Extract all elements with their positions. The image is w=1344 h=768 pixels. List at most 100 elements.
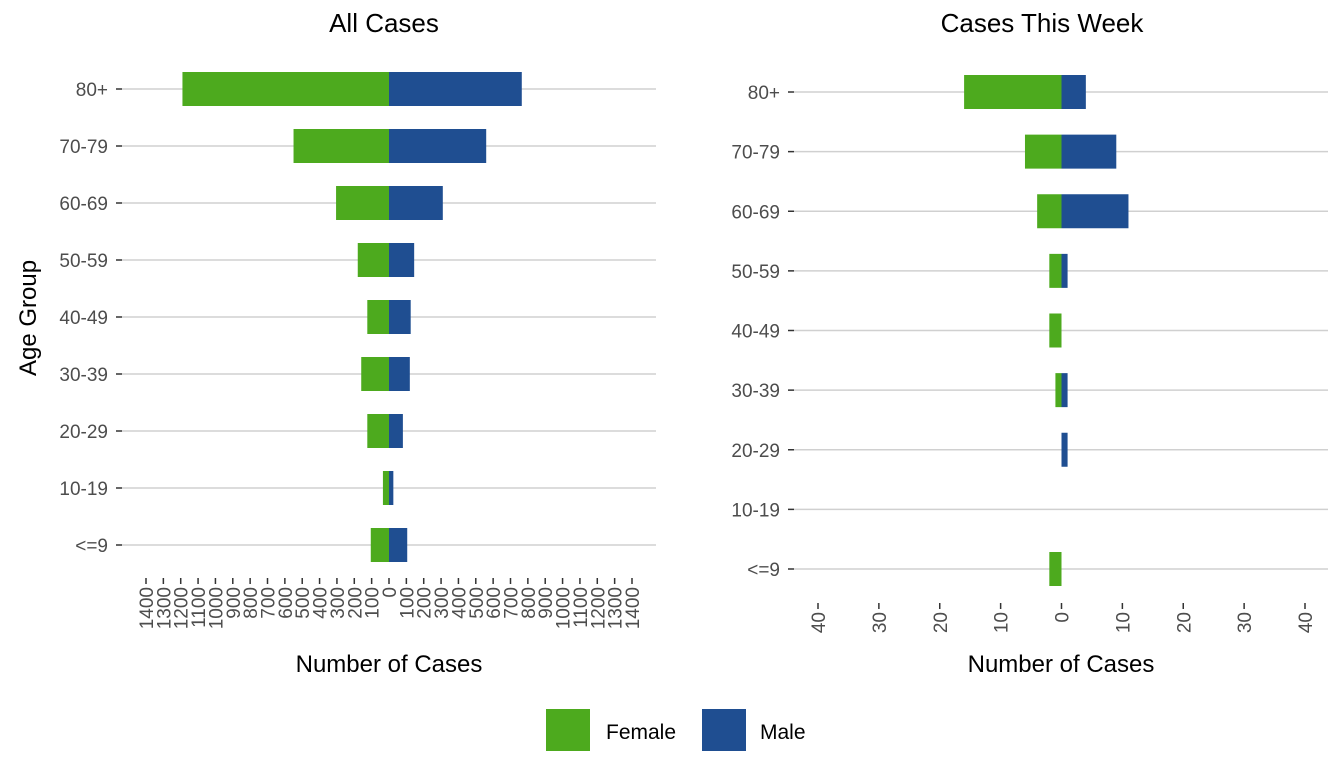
bar-female (361, 357, 389, 391)
x-tick-label: 900 (536, 587, 557, 619)
bar-male (1061, 134, 1117, 169)
bar-female (336, 186, 389, 220)
x-tick-label: 700 (502, 587, 523, 619)
x-tick-label: 600 (484, 587, 505, 619)
x-tick-label: 20 (931, 612, 952, 633)
y-tick-label: 30-39 (59, 365, 108, 386)
bar-female (1049, 552, 1062, 586)
bar-female (367, 414, 389, 448)
y-tick-label: 80+ (748, 83, 780, 104)
bar-female (293, 129, 389, 163)
x-tick-label: 1100 (189, 587, 210, 628)
legend-label-female: Female (606, 721, 676, 744)
x-tick-label: 1400 (623, 587, 644, 629)
legend-swatch-female (546, 709, 590, 751)
y-tick-label: 20-29 (731, 441, 780, 462)
legend-label-male: Male (760, 721, 806, 744)
bar-male (389, 186, 443, 220)
bar-male (1061, 253, 1068, 288)
x-tick-label: 1300 (154, 587, 175, 629)
x-tick-label: 500 (467, 587, 488, 619)
x-tick-label: 1200 (588, 587, 609, 629)
bar-male (389, 243, 415, 277)
bar-female (1024, 134, 1062, 169)
legend-swatch-male (702, 709, 746, 751)
bar-male (1061, 194, 1129, 229)
bar-female (182, 72, 389, 106)
x-tick-label: 30 (1235, 612, 1256, 633)
bar-male (389, 414, 403, 448)
x-tick-label: 0 (380, 587, 401, 598)
bar-male (389, 528, 408, 562)
x-tick-label: 300 (328, 587, 349, 619)
chart-title: Cases This Week (941, 8, 1145, 38)
x-tick-label: 10 (1113, 612, 1134, 633)
x-tick-label: 200 (415, 587, 436, 619)
x-tick-label: 400 (449, 587, 470, 619)
x-tick-label: 1100 (571, 587, 592, 628)
x-tick-label: 500 (293, 587, 314, 619)
y-tick-label: 80+ (76, 80, 108, 101)
y-tick-label: 60-69 (731, 202, 780, 223)
bar-female (964, 75, 1062, 109)
x-tick-label: 10 (992, 612, 1013, 633)
x-tick-label: 1300 (606, 587, 627, 629)
y-tick-label: 40-49 (59, 308, 108, 329)
x-tick-label: 1200 (172, 587, 193, 629)
x-tick-label: 800 (241, 587, 262, 619)
x-tick-label: 400 (311, 587, 332, 619)
x-tick-label: 200 (345, 587, 366, 619)
x-tick-label: 0 (1053, 612, 1074, 623)
x-tick-label: 20 (1174, 612, 1195, 633)
y-tick-label: 60-69 (59, 194, 108, 215)
bar-male (389, 300, 411, 334)
x-tick-label: 30 (870, 612, 891, 633)
y-tick-label: 10-19 (59, 479, 108, 500)
bar-male (1061, 432, 1068, 467)
x-tick-label: 700 (259, 587, 280, 619)
all-cases-panel: All Cases 80+ 70-79 60-69 50-59 40-49 30-39 20… (15, 8, 656, 678)
x-tick-label: 300 (432, 587, 453, 619)
bar-female (1037, 194, 1062, 229)
x-axis-title: Number of Cases (968, 651, 1155, 678)
bar-female (1049, 313, 1062, 348)
bar-female (370, 528, 389, 562)
y-tick-label: <=9 (75, 536, 108, 557)
y-tick-label: 30-39 (731, 381, 780, 402)
x-tick-label: 100 (363, 587, 384, 619)
y-tick-label: <=9 (747, 560, 780, 581)
bar-female (1049, 253, 1062, 288)
bar-female (1055, 373, 1062, 408)
chart-title: All Cases (329, 8, 439, 38)
bar-male (1061, 373, 1068, 408)
plot-area: 80+ 70-79 60-69 50-59 40-49 30-39 20-29 10-19 <=… (731, 75, 1328, 633)
y-tick-label: 50-59 (731, 262, 780, 283)
y-tick-label: 70-79 (731, 143, 780, 164)
y-tick-label: 70-79 (59, 137, 108, 158)
y-tick-label: 50-59 (59, 251, 108, 272)
bar-male (389, 357, 410, 391)
x-tick-label: 1400 (137, 587, 158, 629)
bar-female (357, 243, 389, 277)
bar-male (389, 129, 487, 163)
y-axis-title: Age Group (15, 260, 42, 376)
x-tick-label: 100 (397, 587, 418, 619)
x-tick-label: 600 (276, 587, 297, 619)
bar-female (367, 300, 389, 334)
x-tick-label: 40 (809, 612, 830, 633)
x-tick-label: 1000 (554, 587, 575, 629)
x-tick-label: 900 (224, 587, 245, 619)
y-tick-label: 10-19 (731, 500, 780, 521)
cases-this-week-panel: Cases This Week 80+ 70-79 60-69 50-59 40-49 3… (731, 8, 1328, 678)
bar-male (389, 72, 522, 106)
bar-male (1061, 75, 1086, 109)
legend: Female Male (546, 709, 806, 751)
bar-male (389, 471, 394, 505)
x-tick-label: 1000 (206, 587, 227, 629)
x-axis-title: Number of Cases (296, 651, 483, 678)
y-tick-label: 20-29 (59, 422, 108, 443)
y-tick-label: 40-49 (731, 322, 780, 343)
plot-area: 80+ 70-79 60-69 50-59 40-49 30-39 20-29 10-19 <=… (59, 72, 656, 629)
bar-female (382, 471, 389, 505)
